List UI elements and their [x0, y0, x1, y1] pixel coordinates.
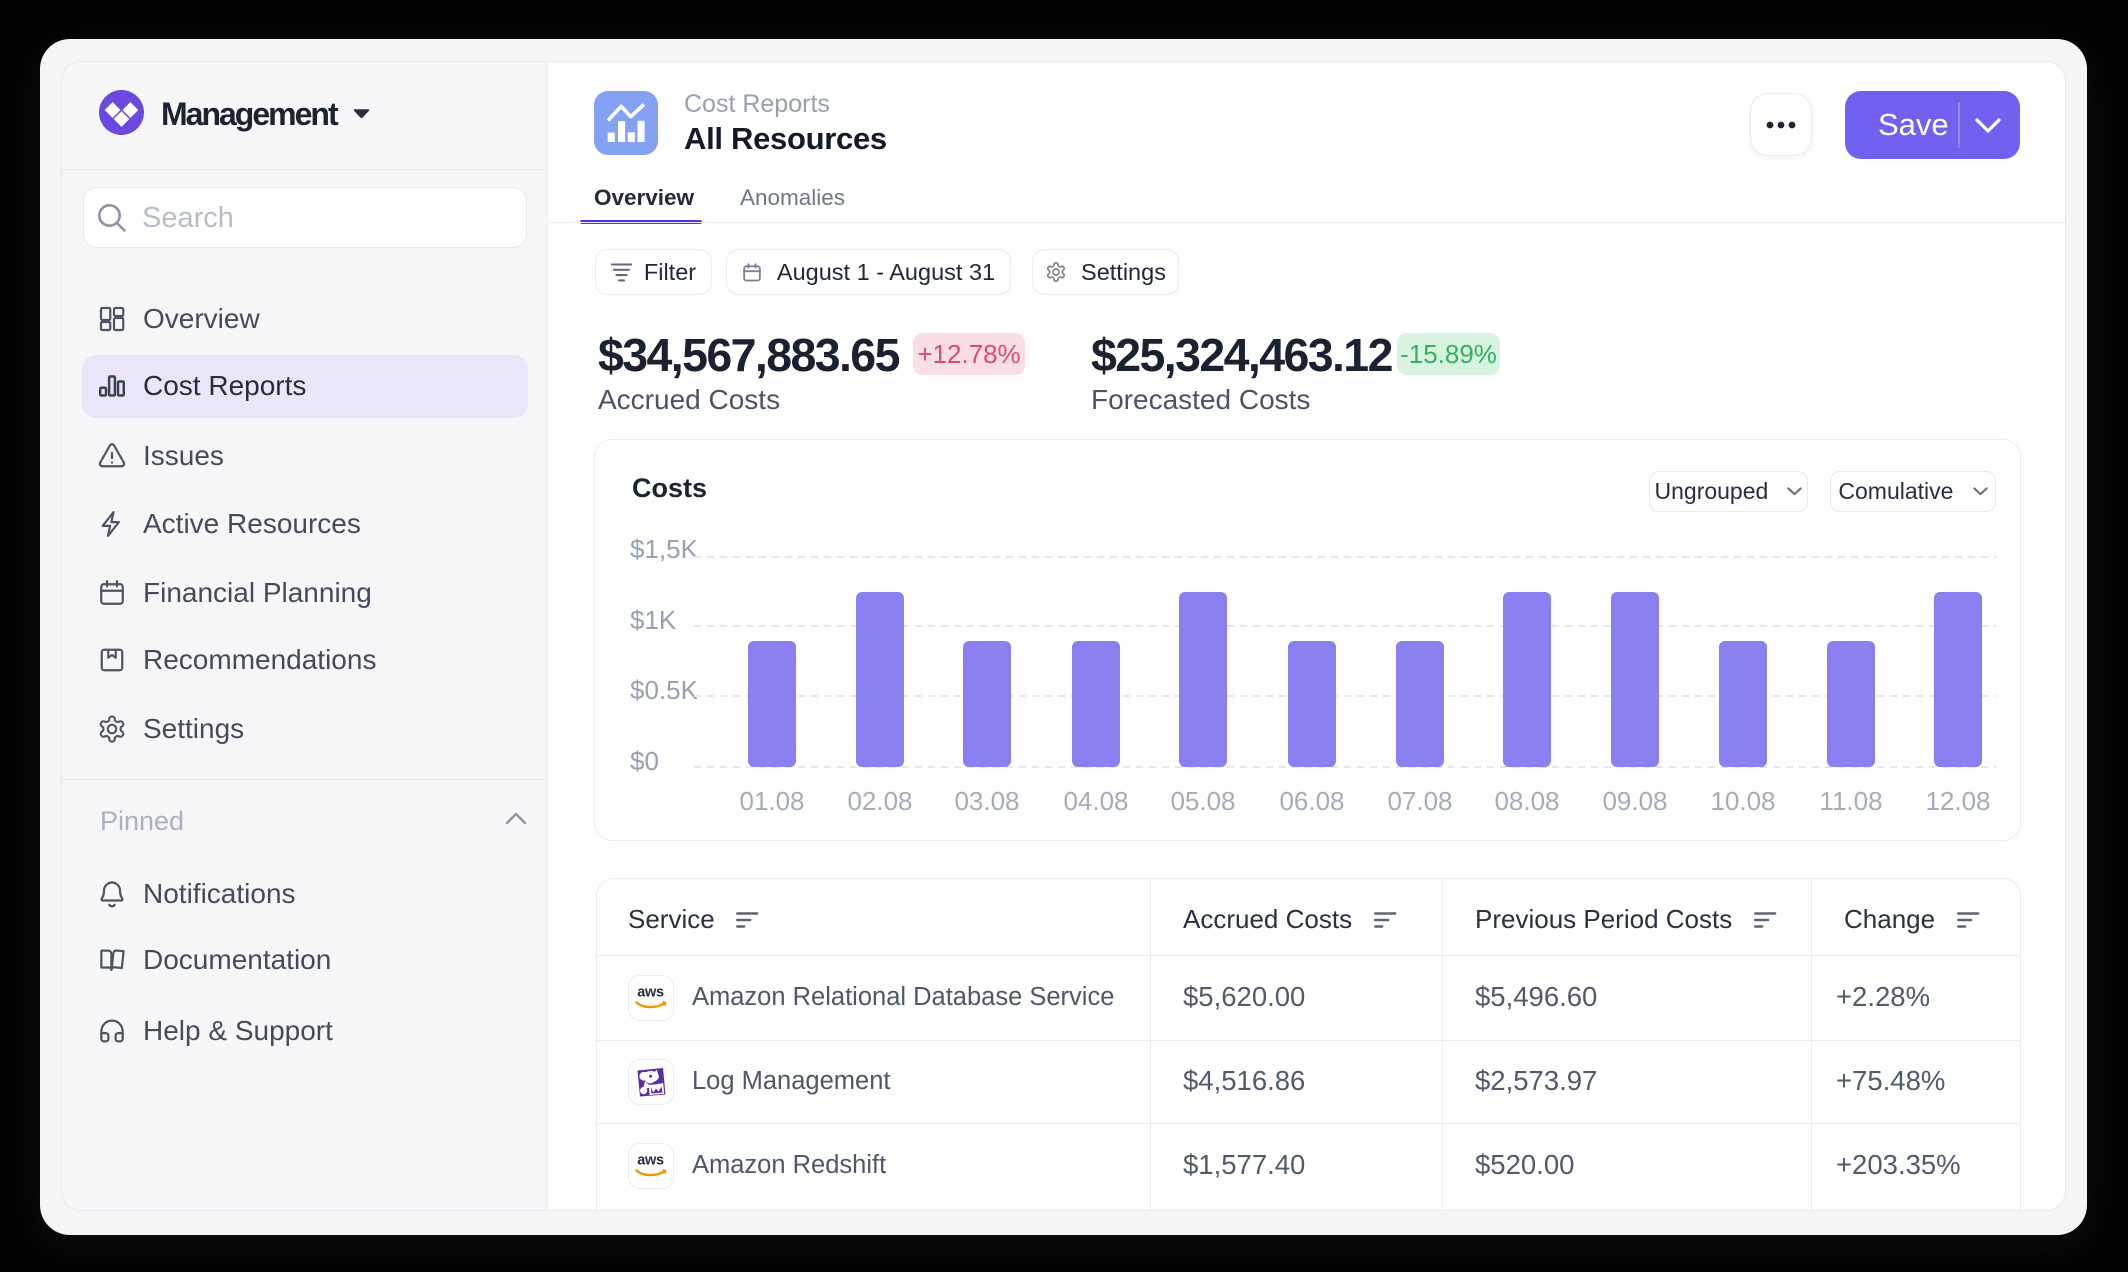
svg-text:aws: aws [637, 1153, 664, 1169]
svg-text:aws: aws [637, 985, 664, 1001]
